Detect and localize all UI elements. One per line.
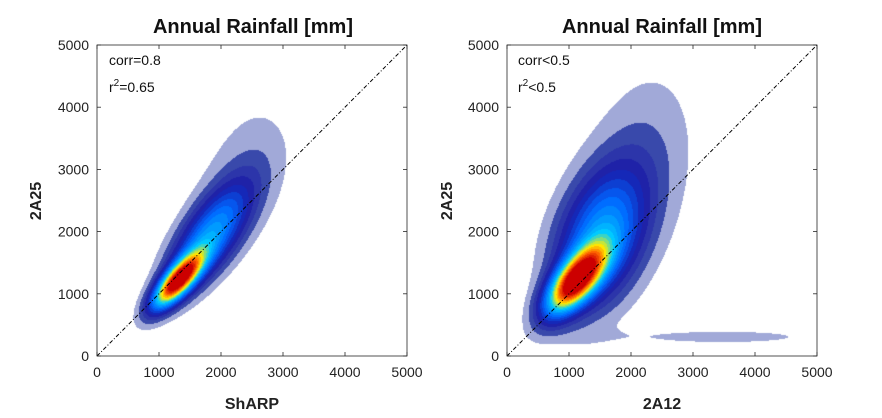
y-tick-label: 0 [491,348,499,364]
x-tick-label: 4000 [329,364,360,380]
x-tick-label: 3000 [267,364,298,380]
y-axis-label: 2A25 [439,182,456,220]
chart-title: Annual Rainfall [mm] [562,16,762,38]
identity-line [506,44,818,357]
y-tick-label: 3000 [468,161,499,177]
x-tick-label: 3000 [677,364,708,380]
panel-sharp-vs-2a25: 0 1000 2000 3000 4000 5000 0 1000 2000 3000 4000 50… [28,16,423,413]
y-tick-label: 5000 [58,37,89,53]
x-tick-label: 5000 [801,364,832,380]
y-tick-label: 3000 [58,161,89,177]
x-tick-label: 1000 [143,364,174,380]
r-squared-annotation: r2=0.65 [109,78,155,95]
identity-line [96,44,408,357]
x-tick-label: 2000 [615,364,646,380]
panel-2a12-vs-2a25: 0 1000 2000 3000 4000 5000 0 1000 2000 3000 4000 50… [439,16,833,413]
y-tick-label: 4000 [58,99,89,115]
x-tick-label: 1000 [553,364,584,380]
x-tick-label: 5000 [391,364,422,380]
x-tick-label: 4000 [739,364,770,380]
tick-group: 0 1000 2000 3000 4000 5000 0 1000 2000 3000 4000 50… [468,37,833,380]
plot-frame [506,44,818,357]
x-tick-label: 2000 [205,364,236,380]
y-tick-label: 1000 [468,286,499,302]
plot-frame [96,44,408,357]
y-tick-label: 5000 [468,37,499,53]
y-axis-label: 2A25 [28,182,45,220]
corr-annotation: corr=0.8 [109,52,161,68]
y-tick-label: 0 [81,348,89,364]
x-tick-label: 0 [503,364,511,380]
y-tick-label: 2000 [58,224,89,240]
y-tick-label: 1000 [58,286,89,302]
tick-group: 0 1000 2000 3000 4000 5000 0 1000 2000 3000 4000 50… [58,37,423,380]
chart-title: Annual Rainfall [mm] [153,16,353,38]
r-squared-annotation: r2<0.5 [518,78,556,95]
y-tick-label: 2000 [468,224,499,240]
x-axis-label: ShARP [225,396,280,413]
x-tick-label: 0 [93,364,101,380]
y-tick-label: 4000 [468,99,499,115]
corr-annotation: corr<0.5 [518,52,570,68]
x-axis-label: 2A12 [643,396,681,413]
